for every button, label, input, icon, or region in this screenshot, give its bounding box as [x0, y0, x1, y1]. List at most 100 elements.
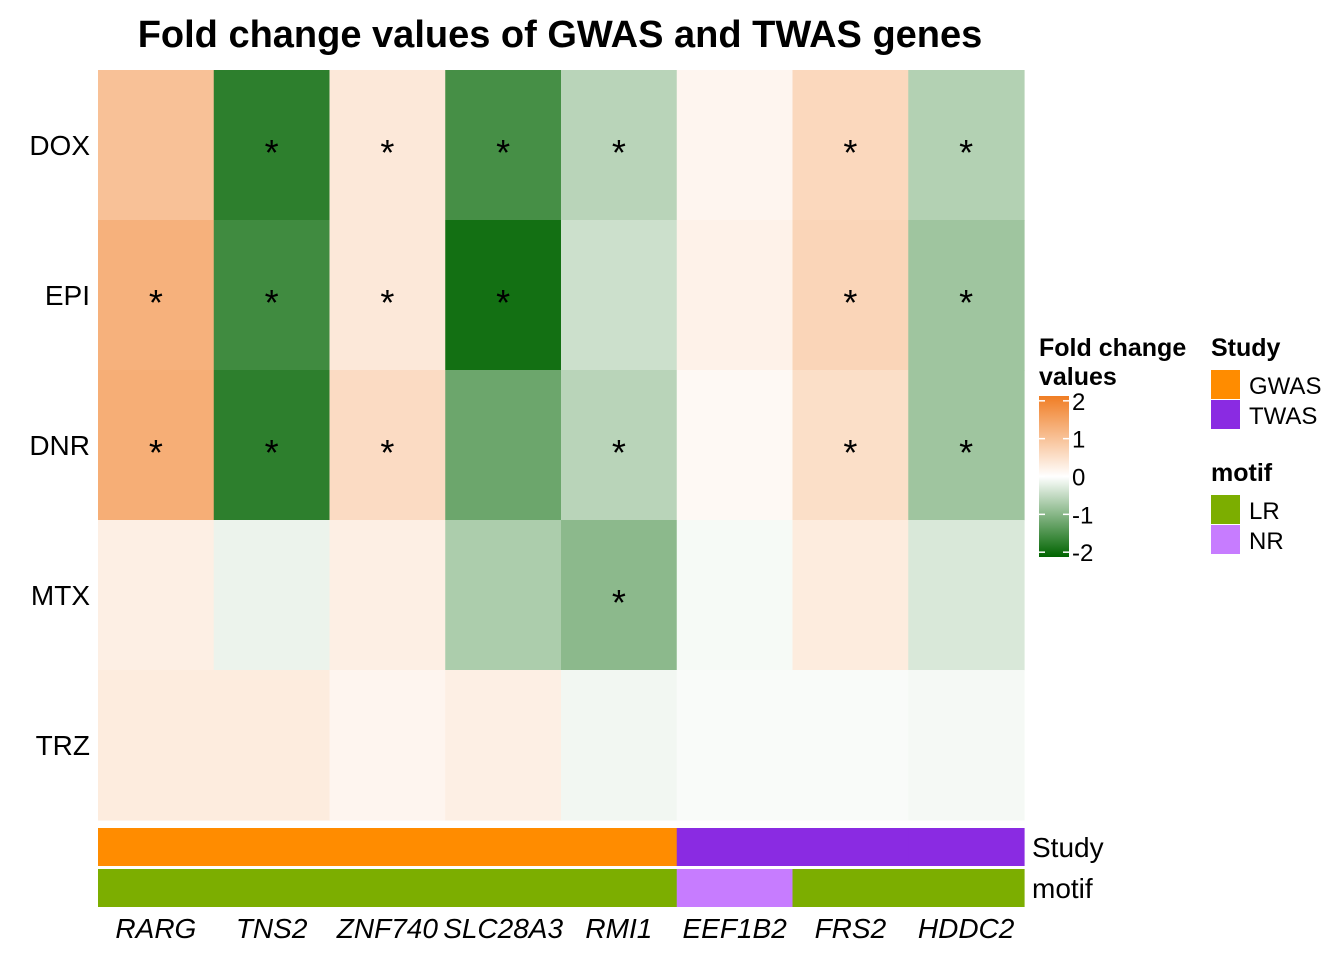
legend-swatch	[1211, 525, 1240, 554]
heatmap-cell	[676, 370, 794, 521]
column-label: SLC28A3	[443, 913, 563, 944]
legend-label: LR	[1249, 498, 1280, 525]
significance-star: *	[496, 282, 510, 323]
row-label: EPI	[45, 280, 90, 311]
chart-title: Fold change values of GWAS and TWAS gene…	[138, 14, 983, 56]
annotation-cell	[792, 828, 909, 866]
heatmap-cell	[329, 520, 446, 671]
significance-star: *	[265, 132, 279, 173]
annotation-cell	[213, 828, 331, 866]
significance-star: *	[265, 282, 279, 323]
significance-star: *	[496, 132, 510, 173]
heatmap-cell	[908, 70, 1025, 221]
legend-swatch	[1211, 400, 1240, 429]
significance-star: *	[843, 432, 857, 473]
heatmap-cell	[213, 370, 331, 521]
annotation-label: Study	[1032, 832, 1104, 863]
annotation-cell	[908, 869, 1025, 907]
heatmap-cell	[445, 70, 562, 221]
heatmap-cell	[98, 220, 215, 371]
significance-star: *	[149, 282, 163, 323]
annotation-cell	[792, 869, 909, 907]
category-legend-title: motif	[1211, 459, 1273, 487]
significance-star: *	[959, 432, 973, 473]
heatmap-cell	[445, 370, 562, 521]
color-bar-tick-label: -1	[1072, 502, 1093, 529]
heatmap-cell	[445, 220, 562, 371]
annotation-cell	[561, 869, 678, 907]
heatmap-cell	[98, 670, 215, 821]
heatmap-cell	[908, 220, 1025, 371]
annotation-cell	[676, 869, 794, 907]
heatmap-cell	[676, 70, 794, 221]
heatmap-cell	[676, 220, 794, 371]
row-label: DNR	[29, 430, 90, 461]
heatmap-cell	[676, 670, 794, 821]
legend-swatch	[1211, 495, 1240, 524]
column-label: HDDC2	[918, 913, 1015, 944]
heatmap-cell	[329, 670, 446, 821]
significance-star: *	[380, 432, 394, 473]
column-label: RARG	[115, 913, 196, 944]
significance-star: *	[612, 432, 626, 473]
significance-star: *	[380, 282, 394, 323]
row-label: TRZ	[36, 730, 90, 761]
annotation-label: motif	[1032, 873, 1093, 904]
heatmap-cell	[98, 70, 215, 221]
heatmap-cell	[561, 220, 678, 371]
significance-star: *	[265, 432, 279, 473]
heatmap-cell	[329, 370, 446, 521]
heatmap-cell	[213, 520, 331, 671]
heatmap-cell	[792, 370, 909, 521]
legend-label: GWAS	[1249, 373, 1321, 400]
category-legend-title: Study	[1211, 334, 1281, 362]
row-label: MTX	[31, 580, 90, 611]
heatmap-cell	[329, 220, 446, 371]
annotation-cell	[445, 869, 562, 907]
heatmap-cell	[561, 70, 678, 221]
legend-swatch	[1211, 370, 1240, 399]
heatmap-cell	[792, 670, 909, 821]
heatmap-cell	[213, 220, 331, 371]
column-label: ZNF740	[336, 913, 439, 944]
heatmap-cell	[98, 520, 215, 671]
color-bar-tick-label: 2	[1072, 389, 1085, 416]
color-bar-tick-label: 0	[1072, 465, 1085, 492]
annotation-cell	[561, 828, 678, 866]
heatmap-cell	[329, 70, 446, 221]
annotation-cell	[445, 828, 562, 866]
row-label: DOX	[29, 130, 90, 161]
heatmap-cell	[908, 370, 1025, 521]
legend-label: NR	[1249, 528, 1284, 555]
row-labels: DOX EPI DNR MTX TRZ	[29, 130, 90, 761]
heatmap-cell	[792, 520, 909, 671]
heatmap-cell	[445, 520, 562, 671]
heatmap-cell	[908, 670, 1025, 821]
color-bar-tick-label: -2	[1072, 540, 1093, 567]
significance-star: *	[959, 132, 973, 173]
heatmap-cell	[561, 670, 678, 821]
annotation-cell	[213, 869, 331, 907]
heatmap-cell	[908, 520, 1025, 671]
category-legends: Study GWAS TWAS motif LR NR	[1211, 334, 1321, 555]
heatmap-cell	[561, 370, 678, 521]
heatmap-cell	[98, 370, 215, 521]
annotation-cell	[98, 869, 215, 907]
annotation-bars: Study motif	[98, 828, 1104, 907]
significance-star: *	[380, 132, 394, 173]
legend-label: TWAS	[1249, 403, 1317, 430]
column-label: RMI1	[585, 913, 652, 944]
significance-star: *	[612, 132, 626, 173]
heatmap-cell	[213, 670, 331, 821]
column-label: EEF1B2	[682, 913, 787, 944]
column-label: TNS2	[236, 913, 308, 944]
heatmap-cells	[98, 70, 1025, 821]
fold-change-legend-title: values	[1039, 363, 1117, 391]
heatmap-cell	[445, 670, 562, 821]
heatmap-cell	[676, 520, 794, 671]
significance-star: *	[149, 432, 163, 473]
heatmap-cell	[792, 220, 909, 371]
column-labels: RARG TNS2 ZNF740 SLC28A3 RMI1 EEF1B2 FRS2 HDDC2	[115, 913, 1014, 944]
